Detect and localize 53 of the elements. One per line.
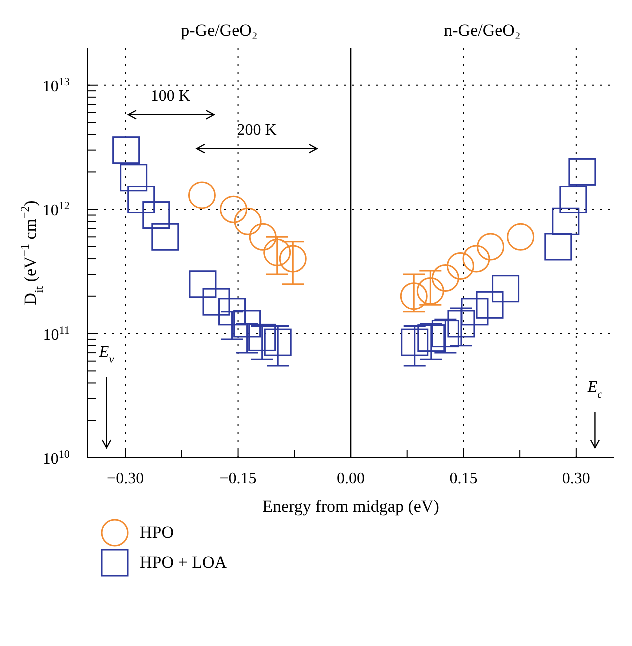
point	[568, 158, 596, 186]
annotation: 200 K	[237, 122, 278, 139]
point	[264, 328, 292, 356]
point	[432, 264, 460, 292]
point	[220, 196, 248, 224]
point	[249, 223, 277, 251]
point	[234, 208, 262, 236]
point	[279, 245, 307, 273]
x-tick-label: −0.30	[107, 470, 144, 488]
x-tick-label: 0.15	[450, 470, 478, 488]
x-tick-label: 0.00	[337, 470, 365, 488]
point	[448, 310, 476, 338]
y-tick-label: 10$^{13}$	[42, 76, 70, 96]
point	[142, 202, 170, 230]
point	[432, 320, 460, 348]
point	[218, 298, 246, 326]
point	[112, 136, 140, 164]
annotation: E$_{c}$	[586, 378, 603, 401]
point	[416, 278, 444, 306]
x-tick-label: −0.15	[220, 470, 257, 488]
point	[400, 282, 428, 310]
point	[248, 324, 276, 352]
legend-label: HPO + LOA	[140, 553, 228, 573]
x-axis-title: Energy from midgap (eV)	[262, 497, 440, 516]
point	[128, 186, 156, 214]
point	[552, 208, 580, 236]
point	[189, 270, 217, 298]
y-tick-label: 10$^{11}$	[43, 324, 70, 344]
x-tick-label: 0.30	[562, 470, 590, 488]
annotation: 100 K	[150, 88, 191, 105]
point	[507, 223, 535, 251]
point	[418, 324, 446, 352]
point	[120, 164, 148, 192]
point	[461, 298, 489, 326]
point	[401, 328, 429, 356]
point	[477, 233, 505, 261]
text: p-Ge/GeO₂	[181, 21, 258, 40]
annotation: E$_{v}$	[98, 344, 114, 366]
point	[446, 252, 474, 280]
point	[152, 223, 180, 251]
point	[264, 238, 292, 266]
point	[462, 245, 490, 273]
point	[476, 291, 504, 319]
y-tick-label: 10$^{12}$	[42, 200, 70, 220]
text: n-Ge/GeO₂	[444, 21, 521, 40]
point	[234, 310, 262, 338]
point	[188, 182, 216, 210]
legend-label: HPO	[140, 523, 174, 543]
point	[492, 275, 520, 303]
point	[202, 288, 230, 316]
y-tick-label: 10$^{10}$	[42, 449, 70, 468]
point	[544, 233, 572, 261]
point	[560, 186, 588, 214]
